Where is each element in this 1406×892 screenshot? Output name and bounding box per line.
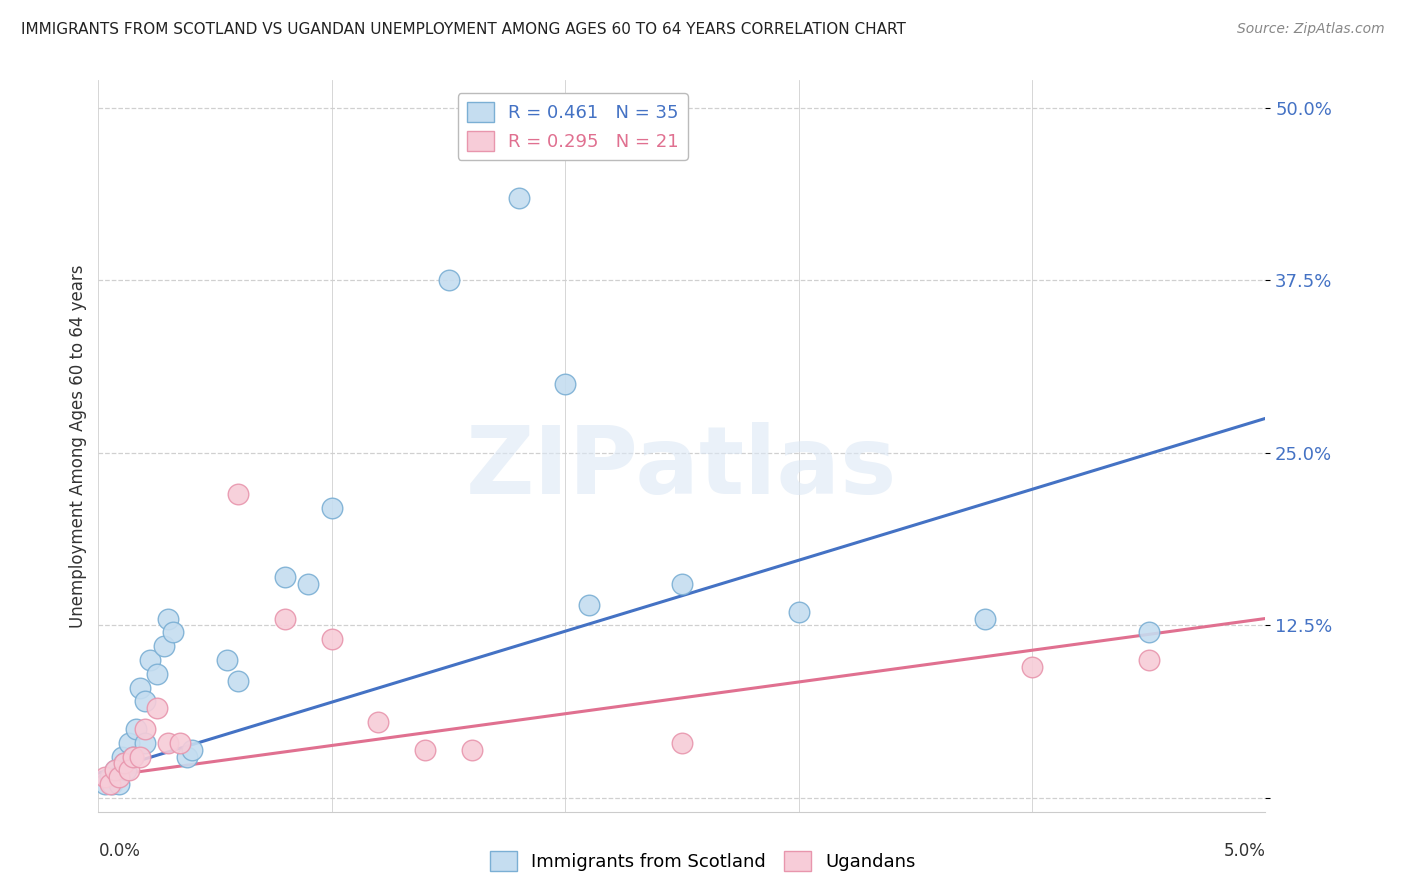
Point <box>176 749 198 764</box>
Point <box>104 764 127 778</box>
Point <box>508 191 530 205</box>
Point <box>274 570 297 584</box>
Point <box>152 639 174 653</box>
Point <box>787 605 810 619</box>
Point <box>157 611 180 625</box>
Point <box>1137 625 1160 640</box>
Text: 0.0%: 0.0% <box>98 842 141 860</box>
Text: 5.0%: 5.0% <box>1223 842 1265 860</box>
Point <box>101 777 124 791</box>
Point <box>169 736 191 750</box>
Text: Source: ZipAtlas.com: Source: ZipAtlas.com <box>1237 22 1385 37</box>
Point <box>215 653 238 667</box>
Point <box>274 611 297 625</box>
Point <box>461 742 484 756</box>
Point <box>146 666 169 681</box>
Point <box>105 770 128 784</box>
Point <box>139 653 162 667</box>
Point <box>98 770 121 784</box>
Point <box>108 770 131 784</box>
Point <box>162 625 184 640</box>
Point <box>321 501 343 516</box>
Point <box>111 749 134 764</box>
Point <box>146 701 169 715</box>
Point <box>112 756 135 771</box>
Point <box>94 777 117 791</box>
Point <box>1021 660 1043 674</box>
Point <box>974 611 997 625</box>
Point <box>115 764 138 778</box>
Point <box>129 681 152 695</box>
Point <box>437 273 460 287</box>
Point <box>125 722 148 736</box>
Point <box>134 736 156 750</box>
Legend: Immigrants from Scotland, Ugandans: Immigrants from Scotland, Ugandans <box>482 844 924 879</box>
Point <box>578 598 600 612</box>
Point <box>180 742 202 756</box>
Point <box>671 577 693 591</box>
Point <box>122 749 145 764</box>
Point <box>554 376 576 391</box>
Text: IMMIGRANTS FROM SCOTLAND VS UGANDAN UNEMPLOYMENT AMONG AGES 60 TO 64 YEARS CORRE: IMMIGRANTS FROM SCOTLAND VS UGANDAN UNEM… <box>21 22 905 37</box>
Point <box>1137 653 1160 667</box>
Point <box>118 764 141 778</box>
Point <box>122 749 145 764</box>
Point <box>321 632 343 647</box>
Point <box>108 777 131 791</box>
Text: ZIPatlas: ZIPatlas <box>467 422 897 514</box>
Point <box>297 577 319 591</box>
Point <box>94 770 117 784</box>
Point <box>671 736 693 750</box>
Point <box>98 777 121 791</box>
Y-axis label: Unemployment Among Ages 60 to 64 years: Unemployment Among Ages 60 to 64 years <box>69 264 87 628</box>
Point <box>134 694 156 708</box>
Legend: R = 0.461   N = 35, R = 0.295   N = 21: R = 0.461 N = 35, R = 0.295 N = 21 <box>457 93 688 160</box>
Point <box>118 736 141 750</box>
Point <box>104 764 127 778</box>
Point <box>228 673 250 688</box>
Point <box>129 749 152 764</box>
Point <box>112 756 135 771</box>
Point <box>134 722 156 736</box>
Point <box>228 487 250 501</box>
Point <box>157 736 180 750</box>
Point <box>413 742 436 756</box>
Point <box>367 714 389 729</box>
